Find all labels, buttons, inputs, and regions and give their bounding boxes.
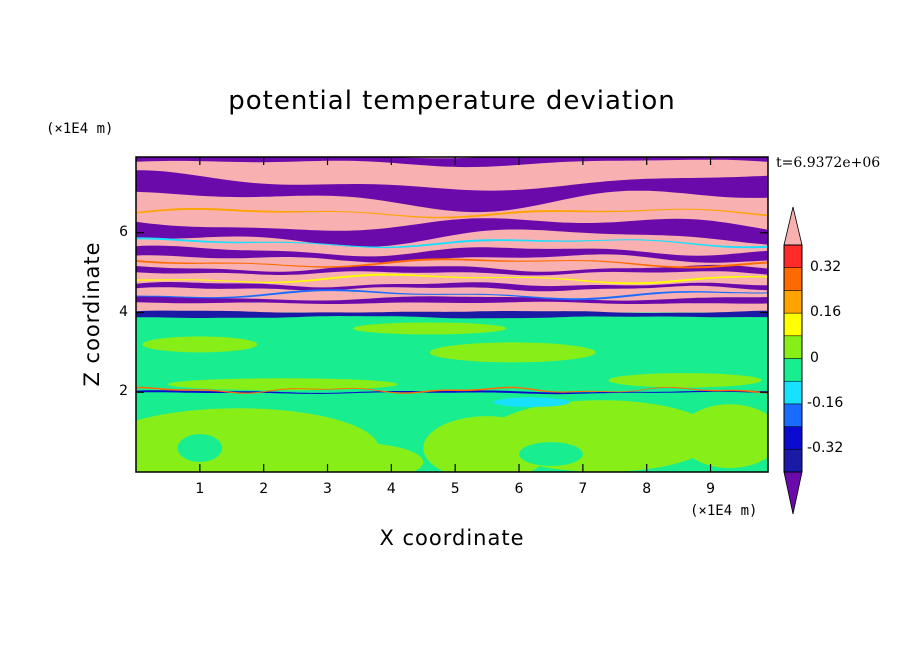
time-label: t=6.9372e+06	[776, 155, 881, 171]
purple-band-4	[136, 264, 768, 276]
green-patch-0	[177, 434, 223, 463]
colorbar-box-1	[783, 426, 803, 450]
purple-band-5	[136, 282, 768, 292]
lower-warm-filament	[136, 386, 768, 394]
x-axis-label: X coordinate	[379, 526, 525, 550]
colorbar-extend-low	[783, 471, 803, 515]
colorbar-box-8	[783, 267, 803, 291]
colorbar-box-4	[783, 358, 803, 382]
filament-0	[136, 208, 768, 219]
colorbar-label-3: -0.16	[807, 394, 844, 411]
colorbar-box-9	[783, 244, 803, 268]
colorbar-frame	[783, 244, 803, 473]
x-tick-label-8: 9	[706, 481, 715, 497]
colorbar	[783, 206, 803, 515]
purple-band-1	[136, 170, 768, 213]
chart-title: potential temperature deviation	[228, 86, 676, 116]
filament-1	[136, 237, 768, 249]
y-tick-label-0: 2	[119, 383, 128, 400]
colorbar-box-0	[783, 449, 803, 473]
purple-band-2	[136, 218, 768, 247]
x-tick-label-7: 8	[642, 481, 652, 497]
colorbar-label-1: 0.16	[810, 304, 842, 321]
lime-patch-6	[167, 378, 398, 391]
colorbar-label-4: -0.32	[807, 440, 844, 457]
x-tick-label-6: 7	[578, 481, 588, 497]
lime-patch-4	[678, 404, 768, 469]
x-unit-label: (×1E4 m)	[690, 503, 758, 519]
lower-thin-band	[136, 390, 768, 395]
colorbar-extend-high	[783, 206, 803, 246]
cyan-patch	[493, 397, 571, 408]
filament-4	[136, 289, 768, 301]
y-tick-label-2: 6	[119, 223, 128, 240]
colorbar-label-0: 0.32	[810, 258, 842, 275]
colorbar-box-2	[783, 403, 803, 427]
filament-2	[136, 258, 768, 269]
lime-patch-7	[608, 373, 762, 388]
lime-patch-8	[142, 336, 258, 353]
green-patch-1	[519, 442, 583, 467]
colorbar-box-7	[783, 290, 803, 314]
y-unit-label: (×1E4 m)	[46, 121, 114, 137]
y-tick-label-1: 4	[119, 303, 128, 320]
x-tick-label-0: 1	[195, 481, 205, 497]
x-tick-label-4: 5	[450, 481, 460, 497]
colorbar-label-2: 0	[810, 349, 819, 366]
lime-patch-5	[429, 342, 596, 363]
lime-patch-9	[353, 322, 507, 335]
y-axis-label: Z coordinate	[80, 241, 104, 387]
purple-band-0	[136, 157, 768, 168]
colorbar-box-3	[783, 380, 803, 405]
x-tick-label-5: 6	[514, 481, 524, 497]
colorbar-box-6	[783, 312, 803, 337]
x-tick-label-3: 4	[386, 481, 396, 497]
axis-ticks	[136, 157, 768, 472]
lime-patch-1	[270, 442, 424, 472]
purple-band-3	[136, 245, 768, 263]
x-tick-label-2: 3	[323, 481, 332, 497]
interface-band	[136, 310, 768, 319]
contour-field	[136, 157, 768, 472]
purple-band-6	[136, 295, 768, 304]
plot-frame	[135, 156, 769, 473]
filament-3	[136, 273, 768, 285]
colorbar-box-5	[783, 335, 803, 359]
x-tick-label-1: 2	[259, 481, 269, 497]
